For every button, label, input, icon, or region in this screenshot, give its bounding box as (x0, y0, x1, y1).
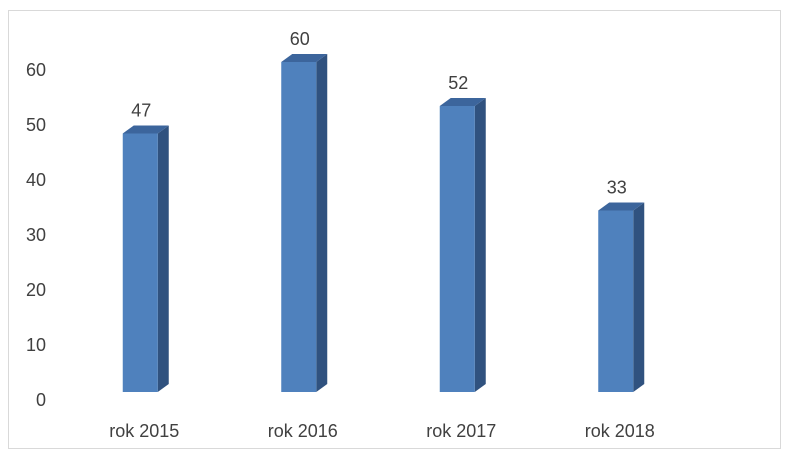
bar-side (474, 98, 486, 392)
data-label: 47 (131, 100, 151, 120)
bar (598, 210, 634, 392)
x-tick-label: rok 2015 (109, 421, 179, 441)
y-tick-label: 20 (26, 280, 46, 300)
y-tick-label: 30 (26, 225, 46, 245)
x-tick-label: rok 2016 (268, 421, 338, 441)
bar-top (122, 125, 169, 134)
bar (281, 62, 317, 392)
data-label: 60 (290, 29, 310, 49)
bar-top (281, 54, 328, 62)
y-tick-label: 10 (26, 335, 46, 355)
x-tick-label: rok 2017 (426, 421, 496, 441)
bar (439, 106, 475, 392)
y-tick-label: 50 (26, 115, 46, 135)
bar-side (633, 202, 645, 392)
bar-side (157, 125, 169, 392)
bar-top (598, 202, 645, 211)
bar-side (316, 54, 328, 392)
y-tick-label: 60 (26, 60, 46, 80)
data-label: 33 (607, 177, 627, 197)
x-tick-label: rok 2018 (585, 421, 655, 441)
y-tick-label: 40 (26, 170, 46, 190)
data-label: 52 (448, 73, 468, 93)
y-tick-label: 0 (36, 390, 46, 410)
bar (122, 133, 158, 392)
bar-top (439, 98, 486, 106)
